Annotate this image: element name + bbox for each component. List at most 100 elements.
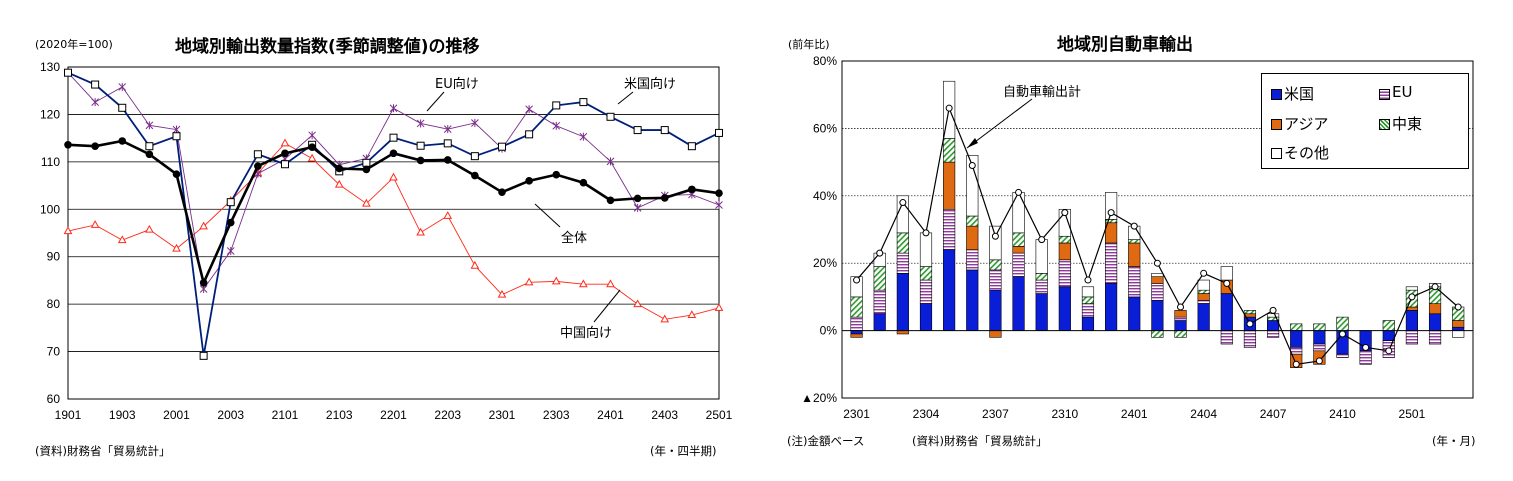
bar-segment [1081,286,1095,298]
data-point-total [389,149,398,158]
y-tick-label: 110 [41,155,60,169]
bar-segment [1197,289,1210,294]
bar-segment [1151,330,1164,338]
y-tick-label: 100 [40,202,60,216]
data-point-china [714,303,724,311]
data-point-us [253,150,262,159]
annot-china: 中国向け [560,326,613,341]
x-tick-label: 2501 [706,408,733,422]
legend-swatch-eu [1379,89,1390,100]
data-point-eu [389,104,398,113]
x-tick-label: 2401 [597,408,624,422]
bar-segment [1035,239,1048,274]
data-point-total [145,150,154,159]
x-tick-label: 2003 [217,408,244,422]
data-point-us [118,103,127,112]
bar-segment [1290,330,1303,348]
data-point-us [715,128,723,137]
legend-swatch-asia [1271,119,1282,130]
bar-segment [1220,266,1233,281]
y-tick-label: 0% [820,324,838,338]
total-point [968,161,976,169]
legend: 米国 EU アジア 中東 その他 [1261,73,1469,169]
bar-segment [989,330,1002,338]
data-point-total [416,156,425,165]
bar-segment [1174,310,1187,318]
annot-total-exports: 自動車輸出計 [1003,85,1082,100]
left-source: (資料)財務省「貿易統計」 [35,444,171,458]
bar-segment [1197,279,1210,291]
right-bar-chart: ▲20% 0% 20% 40% 60% 80% 2301 2304 2307 2310 2401 24… [801,54,1474,421]
annot-total: 全体 [561,231,588,246]
total-point [1130,222,1138,230]
total-point [1177,303,1185,311]
y-tick-label: 120 [40,107,60,121]
bar-segment [1105,219,1118,224]
data-point-total [471,171,479,180]
x-tick-label: 2403 [651,408,678,422]
x-tick-label: 2307 [982,407,1009,421]
y-tick-label: 130 [40,60,60,74]
bar-segment [1266,320,1280,331]
data-point-eu [443,125,452,134]
annot-us: 米国向け [624,77,677,92]
total-point [1061,209,1069,217]
legend-label-mideast: 中東 [1392,115,1423,133]
bar-segment [850,330,863,335]
data-point-us [525,130,534,139]
total-point [1223,279,1231,287]
legend-swatch-other [1271,148,1282,159]
total-point [1431,283,1439,291]
x-tick-label: 1903 [109,408,136,422]
bar-segment [896,273,909,331]
data-point-china [633,299,642,308]
data-point-china [334,179,344,188]
data-point-us [552,101,561,110]
y-tick-label: 80 [47,297,61,311]
data-point-total [226,218,235,227]
right-unit-label: (前年比) [788,38,830,51]
data-point-us [64,68,72,77]
bar-segment [1243,310,1257,315]
x-tick-label: 2301 [843,407,870,421]
total-point [1362,343,1370,351]
x-tick-label: 2301 [489,408,516,422]
data-point-china [389,172,398,181]
bar-segment [943,208,956,251]
series-line [67,142,720,320]
data-point-china [443,211,453,219]
bar-segment [943,161,956,210]
data-point-china [307,153,317,162]
bar-segment [1081,303,1095,318]
y-tick-label: 80% [813,54,837,68]
data-point-us [226,198,235,207]
legend-label-us: 米国 [1284,85,1315,103]
bar-segment [1428,330,1442,345]
y-tick-label: 20% [813,256,837,270]
bar-segment [1313,330,1326,345]
annotation-arrowhead [967,138,978,148]
data-point-eu [118,82,127,91]
x-tick-label: 2203 [434,408,461,422]
y-tick-label: 60 [47,392,61,406]
total-point [876,249,884,257]
data-point-china [687,310,697,319]
data-point-eu [226,247,235,256]
total-point [1200,269,1208,277]
legend-swatch-us [1271,89,1282,100]
data-point-total [118,137,127,145]
total-point [1315,357,1323,365]
x-tick-label: 2001 [163,408,190,422]
data-point-total [254,162,262,170]
bar-segment [1012,232,1025,247]
bar-segment [1151,276,1164,284]
bar-segment [1382,330,1395,342]
x-tick-label: 2501 [1399,407,1426,421]
data-point-total [199,279,208,287]
data-point-china [145,224,154,233]
bar-segment [1452,330,1465,338]
total-point [1084,276,1092,284]
bar-segment [850,296,863,318]
data-point-china [362,198,371,207]
x-tick-label: 2410 [1329,407,1356,421]
